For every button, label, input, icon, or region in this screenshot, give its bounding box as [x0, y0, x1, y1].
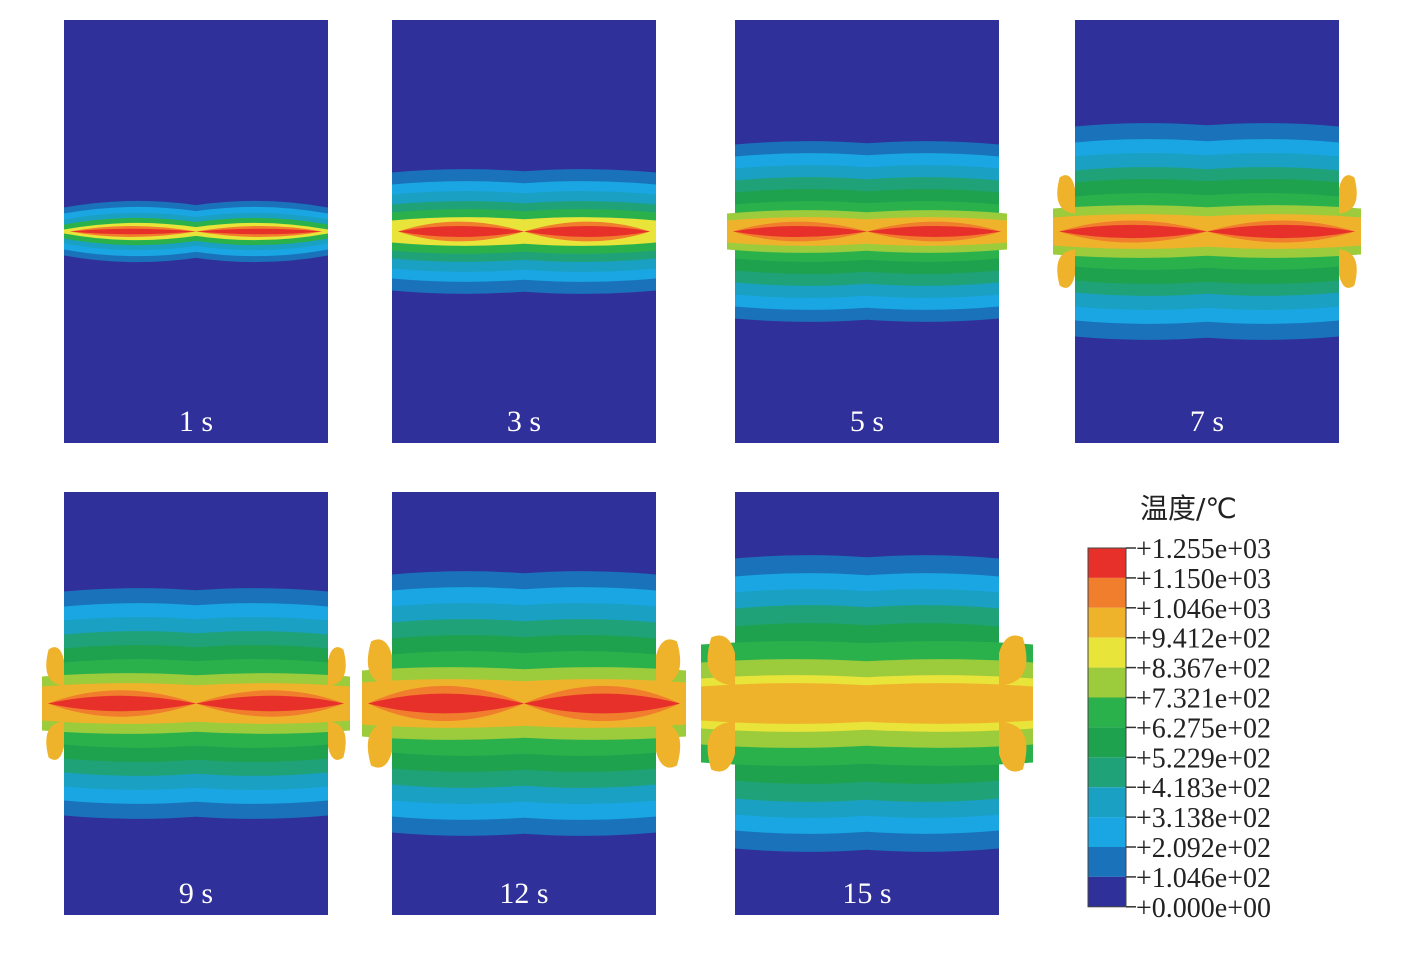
- legend-swatch: [1088, 727, 1126, 758]
- legend-value: +9.412e+02: [1136, 624, 1271, 655]
- panel-5s: 5 s: [727, 20, 1007, 443]
- flash-curl: [707, 635, 735, 686]
- flash-curl: [367, 639, 392, 686]
- legend-value: +1.150e+03: [1136, 564, 1271, 595]
- legend-swatches: [1087, 547, 1127, 908]
- flash-curl: [1339, 249, 1357, 288]
- legend-swatch: [1088, 607, 1126, 638]
- temperature-legend: 温度/℃ +1.255e+03+1.150e+03+1.046e+03+9.41…: [1087, 492, 1271, 924]
- flash-curl: [1057, 249, 1075, 288]
- time-label: 1 s: [179, 405, 213, 438]
- flash-curl: [656, 639, 681, 686]
- flash-curl: [707, 721, 735, 772]
- panels-group: 1 s 3 s 5 s 7 s 9 s 12 s 15 s: [42, 20, 1361, 915]
- flash-curl: [367, 721, 392, 768]
- temperature-band: [733, 226, 1001, 237]
- panel-1s: 1 s: [64, 20, 328, 443]
- legend-swatch: [1088, 757, 1126, 788]
- temperature-band: [48, 695, 344, 712]
- legend-swatch: [1088, 577, 1126, 608]
- panel-12s: 12 s: [362, 492, 686, 915]
- legend-value: +4.183e+02: [1136, 773, 1271, 804]
- time-label: 3 s: [507, 405, 541, 438]
- legend-value: +5.229e+02: [1136, 743, 1271, 774]
- temperature-band: [368, 693, 680, 714]
- legend-swatch: [1088, 787, 1126, 818]
- flash-curl: [999, 721, 1027, 772]
- legend-value: +1.255e+03: [1136, 534, 1271, 565]
- temperature-band: [70, 228, 322, 235]
- panel-15s: 15 s: [701, 492, 1033, 915]
- time-label: 7 s: [1190, 405, 1224, 438]
- time-label: 5 s: [850, 405, 884, 438]
- panel-7s: 7 s: [1053, 20, 1361, 443]
- legend-swatch: [1088, 847, 1126, 877]
- flash-curl: [46, 647, 64, 686]
- legend-value: +1.046e+02: [1136, 863, 1271, 894]
- time-label: 15 s: [842, 877, 891, 910]
- legend-value: +3.138e+02: [1136, 803, 1271, 834]
- flash-curl: [1057, 175, 1075, 214]
- legend-swatch: [1088, 876, 1126, 907]
- flash-curl: [328, 721, 346, 760]
- legend-value: +8.367e+02: [1136, 654, 1271, 685]
- flash-curl: [328, 647, 346, 686]
- legend-swatch: [1088, 697, 1126, 728]
- panel-3s: 3 s: [392, 20, 656, 443]
- time-label: 12 s: [499, 877, 548, 910]
- flash-curl: [999, 635, 1027, 686]
- temperature-band: [701, 683, 1033, 724]
- legend-swatch: [1088, 548, 1126, 578]
- legend-value: +0.000e+00: [1136, 893, 1271, 924]
- legend-labels: +1.255e+03+1.150e+03+1.046e+03+9.412e+02…: [1126, 534, 1271, 924]
- flash-curl: [656, 721, 681, 768]
- panel-9s: 9 s: [42, 492, 350, 915]
- legend-title: 温度/℃: [1140, 492, 1237, 525]
- flash-curl: [46, 721, 64, 760]
- legend-value: +2.092e+02: [1136, 833, 1271, 864]
- flash-curl: [1339, 175, 1357, 214]
- legend-swatch: [1088, 817, 1126, 847]
- legend-swatch: [1088, 667, 1126, 698]
- temperature-band: [398, 226, 650, 237]
- legend-value: +7.321e+02: [1136, 684, 1271, 715]
- legend-value: +1.046e+03: [1136, 594, 1271, 625]
- temperature-band: [1059, 224, 1355, 239]
- legend-value: +6.275e+02: [1136, 713, 1271, 744]
- time-label: 9 s: [179, 877, 213, 910]
- legend-swatch: [1088, 637, 1126, 668]
